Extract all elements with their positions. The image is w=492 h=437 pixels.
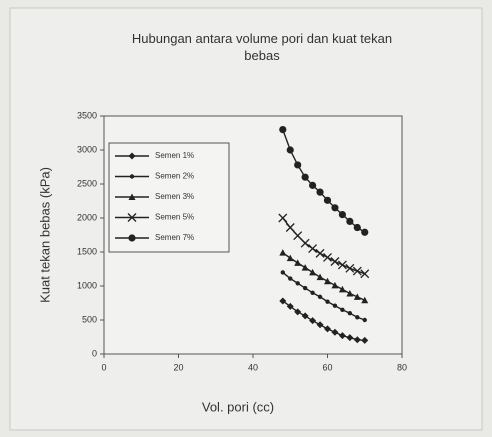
marker [316, 188, 324, 196]
marker [128, 152, 136, 160]
legend-label: Semen 1% [155, 151, 194, 160]
marker [323, 196, 332, 204]
marker [331, 281, 339, 289]
marker [279, 126, 287, 134]
y-tick-label: 1000 [77, 280, 97, 290]
marker [353, 293, 361, 300]
marker [128, 193, 136, 200]
legend-label: Semen 3% [155, 192, 194, 201]
marker [361, 336, 369, 344]
marker [355, 315, 360, 320]
marker [308, 244, 318, 254]
marker [345, 263, 355, 273]
marker [302, 285, 308, 291]
marker [315, 248, 325, 258]
marker [288, 276, 293, 281]
marker [294, 161, 302, 169]
x-tick-label: 20 [173, 362, 183, 372]
marker [293, 231, 303, 241]
marker [127, 213, 137, 222]
marker [294, 308, 302, 316]
marker [301, 312, 309, 320]
marker [352, 266, 362, 276]
marker [316, 321, 324, 329]
marker [309, 268, 317, 276]
legend-label: Semen 7% [155, 233, 194, 242]
marker [346, 217, 354, 225]
marker [295, 281, 300, 286]
marker [361, 228, 369, 236]
marker [317, 294, 323, 300]
marker [301, 264, 309, 271]
marker [346, 334, 354, 342]
y-tick-label: 500 [82, 314, 97, 324]
marker [286, 254, 294, 262]
marker [301, 173, 309, 181]
marker [280, 270, 285, 275]
marker [309, 317, 317, 325]
legend-label: Semen 2% [155, 172, 194, 181]
marker [331, 204, 339, 212]
marker [332, 303, 338, 308]
marker [325, 299, 330, 304]
marker [323, 252, 332, 262]
marker [346, 289, 354, 297]
marker [362, 317, 367, 323]
marker [286, 302, 294, 310]
marker [294, 259, 302, 266]
y-tick-label: 3500 [77, 110, 97, 120]
marker [278, 213, 288, 223]
y-tick-label: 2000 [77, 212, 97, 222]
marker [310, 290, 315, 295]
x-tick-label: 60 [322, 362, 332, 372]
marker [353, 223, 361, 232]
legend-label: Semen 5% [155, 213, 194, 222]
marker [340, 307, 345, 312]
y-tick-label: 2500 [77, 178, 97, 188]
x-axis-label: Vol. pori (cc) [202, 399, 274, 414]
marker [338, 285, 346, 293]
marker [129, 174, 135, 179]
marker [128, 234, 136, 242]
marker [279, 249, 287, 256]
marker [300, 238, 310, 248]
marker [360, 269, 370, 279]
marker [338, 332, 346, 340]
y-tick-label: 0 [92, 348, 97, 358]
marker [324, 277, 331, 285]
marker [361, 296, 369, 304]
marker [338, 211, 346, 219]
marker [285, 223, 295, 232]
chart-title: Hubungan antara volume pori dan kuat tek… [132, 31, 392, 63]
marker [309, 181, 317, 189]
marker [331, 328, 339, 336]
x-tick-label: 0 [101, 362, 106, 372]
marker [324, 325, 331, 333]
marker [279, 297, 287, 305]
marker [353, 336, 361, 344]
y-axis-label: Kuat tekan bebas (kPa) [37, 167, 52, 303]
marker [337, 260, 347, 270]
x-tick-label: 40 [248, 362, 258, 372]
marker [316, 273, 324, 281]
y-tick-label: 3000 [77, 144, 97, 154]
y-tick-label: 1500 [77, 246, 97, 256]
marker [286, 146, 294, 154]
marker [347, 311, 353, 316]
x-tick-label: 80 [397, 362, 407, 372]
marker [330, 257, 340, 266]
